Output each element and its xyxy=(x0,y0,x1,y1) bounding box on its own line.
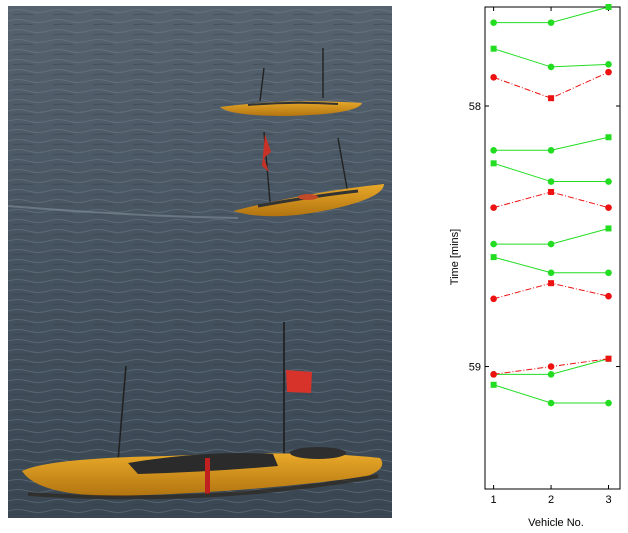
data-point xyxy=(490,240,497,248)
data-point xyxy=(605,134,612,141)
data-point xyxy=(605,292,612,300)
kayak-far xyxy=(220,48,362,116)
red-flag-middle xyxy=(262,134,271,172)
data-point xyxy=(547,399,555,407)
data-point xyxy=(490,19,497,26)
x-tick-label: 1 xyxy=(491,494,497,506)
data-point xyxy=(490,371,497,378)
data-point xyxy=(490,254,497,261)
data-point xyxy=(490,160,497,167)
data-point xyxy=(490,204,497,211)
x-axis-title: Vehicle No. xyxy=(528,517,584,529)
y-axis-title: Time [mins] xyxy=(449,229,461,285)
chart: 1 2 3 58 59 Vehicle No. Time [mins] xyxy=(449,4,621,529)
data-point xyxy=(547,240,555,248)
kayak-middle xyxy=(233,131,384,217)
data-point xyxy=(605,4,612,10)
data-point xyxy=(547,19,555,26)
plot-area xyxy=(484,6,621,490)
data-point xyxy=(605,204,612,211)
data-point xyxy=(605,178,612,185)
data-point xyxy=(490,146,497,154)
x-tick-label: 3 xyxy=(605,494,611,506)
data-point xyxy=(547,178,555,185)
data-point xyxy=(490,74,497,81)
data-point xyxy=(490,45,497,52)
kayak-near xyxy=(22,322,383,500)
x-tick-label: 2 xyxy=(548,494,554,506)
data-point xyxy=(605,68,612,76)
data-point xyxy=(605,399,612,407)
data-point xyxy=(547,371,555,378)
series-line-2 xyxy=(493,71,609,99)
data-point xyxy=(547,269,555,277)
data-point xyxy=(548,95,555,102)
data-point xyxy=(548,188,555,195)
data-point xyxy=(547,363,555,370)
data-point xyxy=(548,280,555,287)
data-point xyxy=(605,355,612,362)
y-tick-label: 58 xyxy=(469,101,481,113)
red-flag-near xyxy=(286,370,312,393)
data-point xyxy=(605,61,612,68)
data-point xyxy=(605,269,612,277)
data-point xyxy=(605,225,612,232)
data-point xyxy=(490,295,497,303)
data-point xyxy=(547,146,555,154)
y-tick-label: 59 xyxy=(469,362,481,374)
data-point xyxy=(547,63,555,71)
kayak-photo xyxy=(8,6,392,518)
data-point xyxy=(490,381,497,388)
